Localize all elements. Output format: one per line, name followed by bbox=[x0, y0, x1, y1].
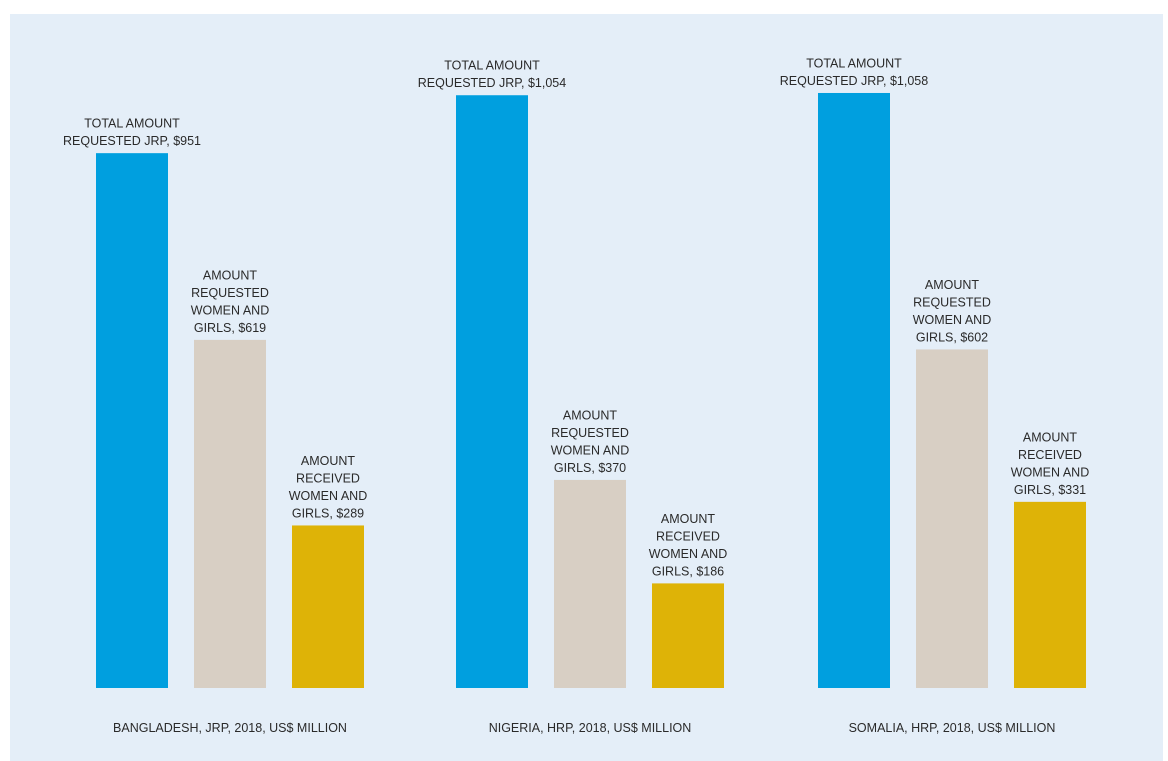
bar-data-label: AMOUNT REQUESTED WOMEN AND GIRLS, $602 bbox=[913, 278, 991, 345]
chart-panel: TOTAL AMOUNT REQUESTED JRP, $951 AMOUNT REQ… bbox=[10, 14, 1163, 761]
bar-data-label: TOTAL AMOUNT REQUESTED JRP, $1,054 bbox=[418, 59, 566, 91]
bar-total-requested bbox=[456, 95, 528, 688]
bar-received-women-girls bbox=[1014, 501, 1086, 688]
bar-total-requested bbox=[818, 92, 890, 689]
bar-data-label: AMOUNT RECEIVED WOMEN AND GIRLS, $289 bbox=[289, 454, 367, 521]
bar-group: TOTAL AMOUNT REQUESTED JRP, $1,054 AMOUNT R… bbox=[418, 59, 727, 735]
bar-requested-women-girls bbox=[194, 339, 266, 688]
bar-group: TOTAL AMOUNT REQUESTED JRP, $1,058 AMOUNT R… bbox=[780, 56, 1089, 735]
bar-group: TOTAL AMOUNT REQUESTED JRP, $951 AMOUNT REQ… bbox=[63, 117, 367, 735]
bar-data-label: AMOUNT RECEIVED WOMEN AND GIRLS, $331 bbox=[1011, 430, 1089, 497]
category-label: NIGERIA, HRP, 2018, US$ MILLION bbox=[489, 721, 692, 735]
bar-data-label: TOTAL AMOUNT REQUESTED JRP, $951 bbox=[63, 117, 201, 148]
bar-data-label: TOTAL AMOUNT REQUESTED JRP, $1,058 bbox=[780, 56, 928, 87]
category-label: BANGLADESH, JRP, 2018, US$ MILLION bbox=[113, 721, 347, 735]
bar-data-label: AMOUNT REQUESTED WOMEN AND GIRLS, $370 bbox=[551, 408, 629, 475]
bar-received-women-girls bbox=[652, 583, 724, 688]
funding-bar-chart: TOTAL AMOUNT REQUESTED JRP, $951 AMOUNT REQ… bbox=[63, 56, 1089, 735]
bar-data-label: AMOUNT RECEIVED WOMEN AND GIRLS, $186 bbox=[649, 512, 727, 579]
category-label: SOMALIA, HRP, 2018, US$ MILLION bbox=[849, 721, 1056, 735]
bar-requested-women-girls bbox=[554, 479, 626, 688]
bar-requested-women-girls bbox=[916, 349, 988, 688]
bar-received-women-girls bbox=[292, 525, 364, 688]
bar-total-requested bbox=[96, 153, 168, 688]
bar-data-label: AMOUNT REQUESTED WOMEN AND GIRLS, $619 bbox=[191, 268, 269, 335]
